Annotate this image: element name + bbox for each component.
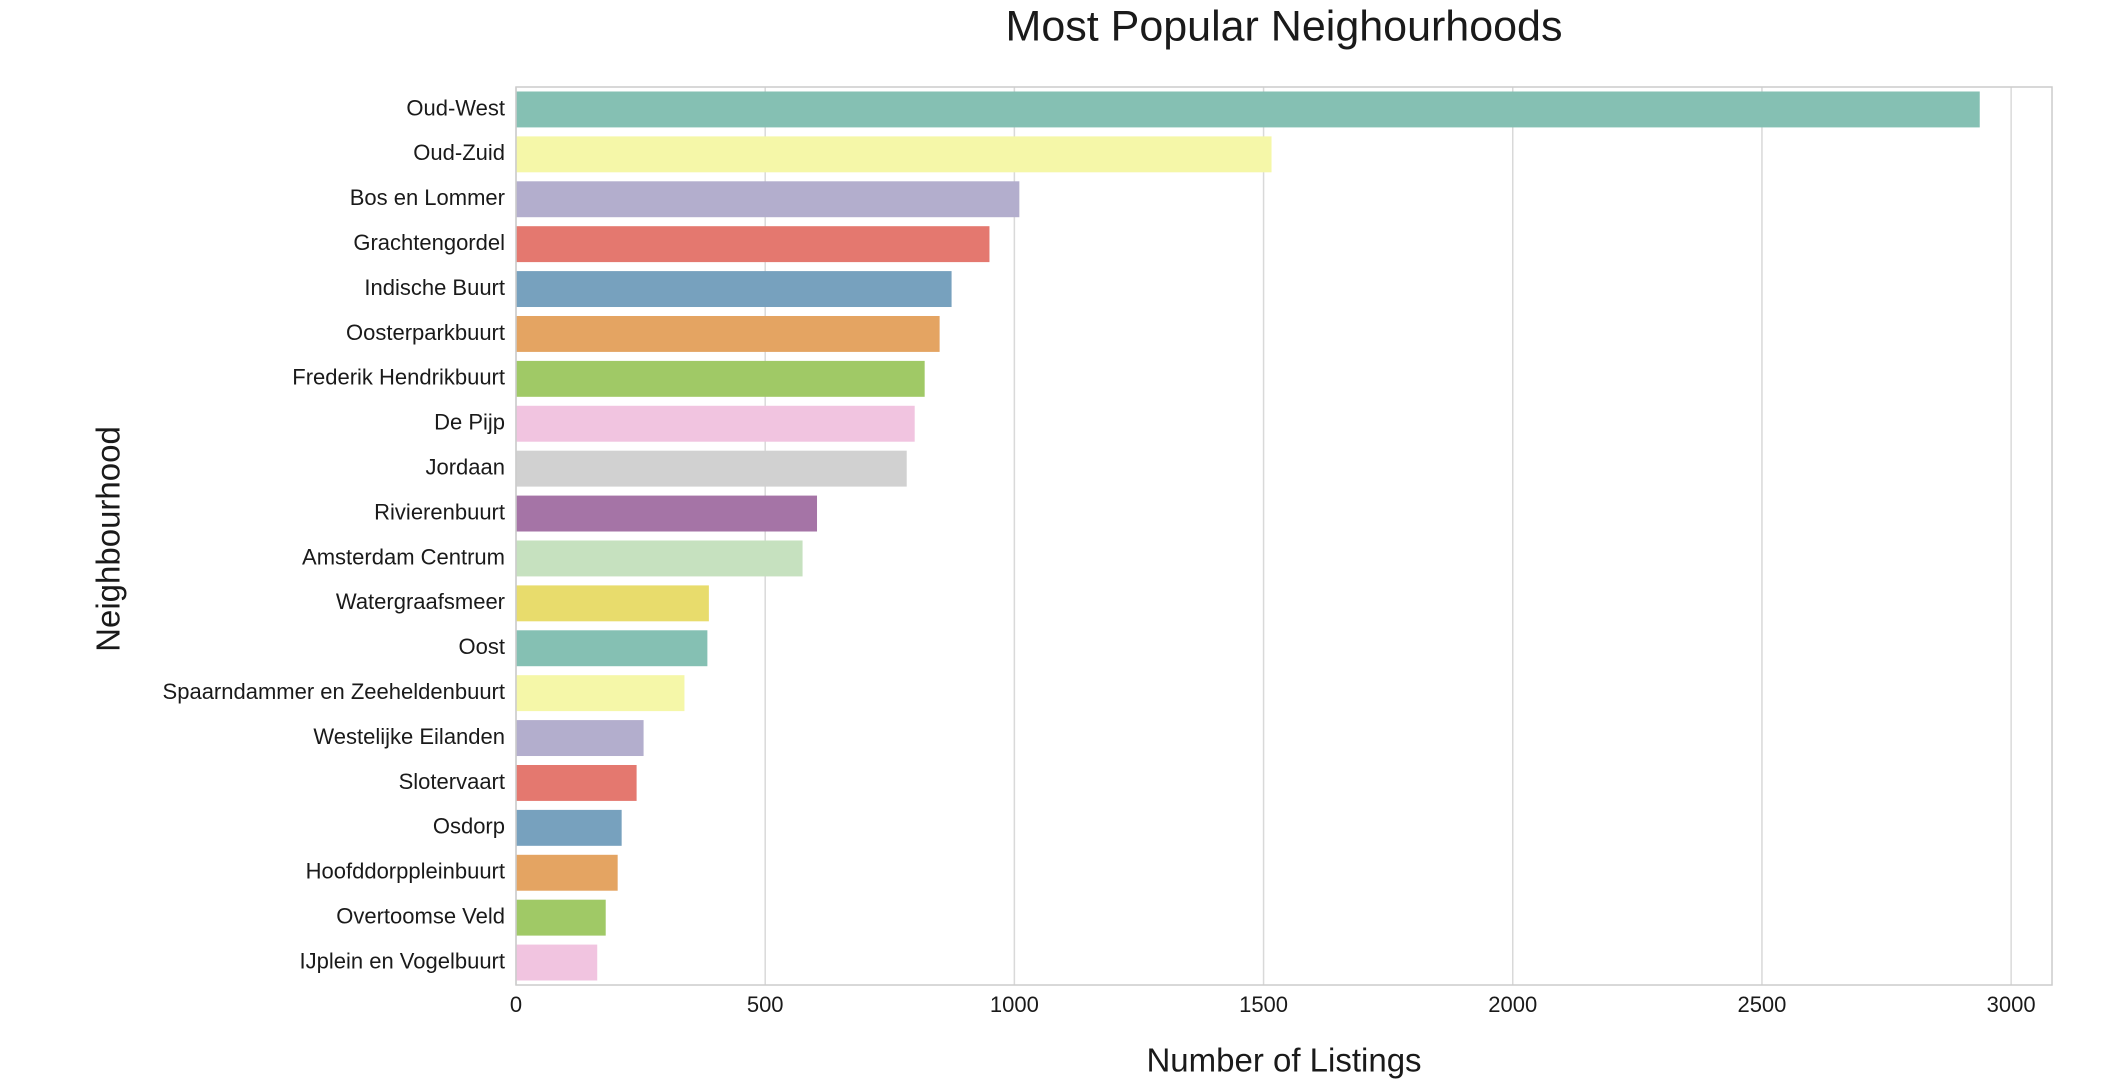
x-tick-label: 3000	[1987, 992, 2036, 1017]
bar	[516, 360, 925, 397]
y-tick-label: Watergraafsmeer	[336, 589, 505, 614]
y-tick-label: Frederik Hendrikbuurt	[292, 365, 505, 390]
bar	[516, 450, 907, 487]
bar	[516, 764, 637, 801]
y-tick-label: Spaarndammer en Zeeheldenbuurt	[163, 679, 505, 704]
bar	[516, 809, 622, 846]
bar	[516, 136, 1272, 173]
y-tick-label: Slotervaart	[399, 769, 505, 794]
y-tick-label: Oost	[459, 634, 505, 659]
x-tick-label: 1500	[1239, 992, 1288, 1017]
x-tick-label: 1000	[990, 992, 1039, 1017]
plot-frame	[515, 86, 2053, 986]
y-tick-label: Overtoomse Veld	[336, 903, 505, 928]
bar	[516, 630, 708, 667]
bar	[516, 854, 618, 891]
bar	[516, 405, 915, 442]
bar	[516, 495, 818, 532]
y-tick-label: Osdorp	[433, 814, 505, 839]
bar	[516, 315, 940, 352]
y-tick-label: Hoofddorppleinbuurt	[306, 859, 505, 884]
y-tick-label: Indische Buurt	[364, 275, 505, 300]
bar	[516, 271, 952, 308]
x-axis-label: Number of Listings	[1146, 1042, 1421, 1079]
x-tick-label: 2500	[1737, 992, 1786, 1017]
bar	[516, 585, 709, 622]
y-tick-label: Oud-West	[406, 95, 505, 120]
y-tick-label: Amsterdam Centrum	[302, 544, 505, 569]
y-tick-label: Grachtengordel	[353, 230, 505, 255]
bar	[516, 91, 1980, 128]
x-tick-label: 500	[747, 992, 784, 1017]
y-tick-label: Oosterparkbuurt	[346, 320, 505, 345]
bar	[516, 540, 803, 577]
x-tick-label: 0	[510, 992, 522, 1017]
bar	[516, 944, 598, 981]
bar	[516, 899, 606, 936]
y-tick-label: De Pijp	[434, 410, 505, 435]
y-tick-label: IJplein en Vogelbuurt	[300, 948, 506, 973]
y-tick-label: Westelijke Eilanden	[313, 724, 505, 749]
x-tick-label: 2000	[1488, 992, 1537, 1017]
bar	[516, 675, 685, 712]
bar	[516, 226, 990, 263]
bar	[516, 720, 644, 757]
y-tick-label: Bos en Lommer	[350, 185, 505, 210]
y-tick-label: Rivierenbuurt	[374, 499, 505, 524]
y-tick-label: Jordaan	[425, 454, 505, 479]
bar	[516, 181, 1020, 218]
y-axis-label: Neighbourhood	[90, 426, 127, 652]
chart-title: Most Popular Neighourhoods	[1006, 2, 1563, 50]
y-tick-label: Oud-Zuid	[413, 140, 505, 165]
